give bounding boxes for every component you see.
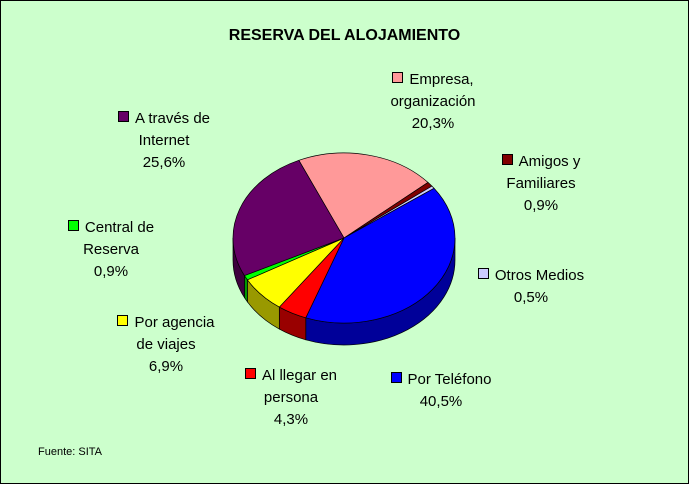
slice [298,152,429,239]
label-name: Central de Reserva [61,217,161,261]
value-label: 4,3% [273,411,309,428]
value-label: 40,5% [419,393,463,410]
category-label: Amigos y Familiares [506,153,581,192]
data-label: Amigos y Familiares 0,9% [491,151,591,217]
data-label: Empresa, organización 20,3% [378,69,488,135]
data-label: Central de Reserva 0,9% [61,217,161,283]
data-label: Por agencia de viajes 6,9% [111,312,221,378]
category-label: Empresa, organización [390,71,476,110]
legend-swatch [390,372,402,383]
value-label: 25,6% [142,154,186,171]
chart-title: RESERVA DEL ALOJAMIENTO [228,27,461,44]
category-label: Otros Medios [494,267,585,284]
label-name: Por agencia de viajes [111,312,221,356]
label-name: Amigos y Familiares [491,151,591,195]
data-label: Otros Medios 0,5% [466,265,596,309]
value-label: 20,3% [411,115,455,132]
source: Fuente: SITA [38,446,102,458]
value-label: 0,5% [513,289,549,306]
category-label: Por Teléfono [407,371,492,388]
label-name: Empresa, organización [378,69,488,113]
value-label: 0,9% [93,263,129,280]
category-label: Al llegar en persona [261,367,338,406]
slice [305,187,456,324]
data-label: A través de Internet 25,6% [109,108,219,174]
label-name: A través de Internet [109,108,219,152]
legend-swatch [117,111,129,122]
data-label: Por Teléfono 40,5% [376,369,506,413]
legend-swatch [117,315,129,326]
legend-swatch [244,368,256,379]
legend-swatch [392,72,404,83]
value-label: 0,9% [523,197,559,214]
value-label: 6,9% [148,358,184,375]
category-label: Central de Reserva [83,219,155,258]
slice [232,159,345,277]
label-name: Por Teléfono [376,369,506,391]
legend-swatch [501,154,513,165]
data-label: Al llegar en persona 4,3% [241,365,341,431]
category-label: Por agencia de viajes [134,314,215,353]
label-name: Al llegar en persona [241,365,341,409]
label-name: Otros Medios [466,265,596,287]
legend-swatch [477,268,489,279]
legend-swatch [67,220,79,231]
category-label: A través de Internet [134,110,211,149]
